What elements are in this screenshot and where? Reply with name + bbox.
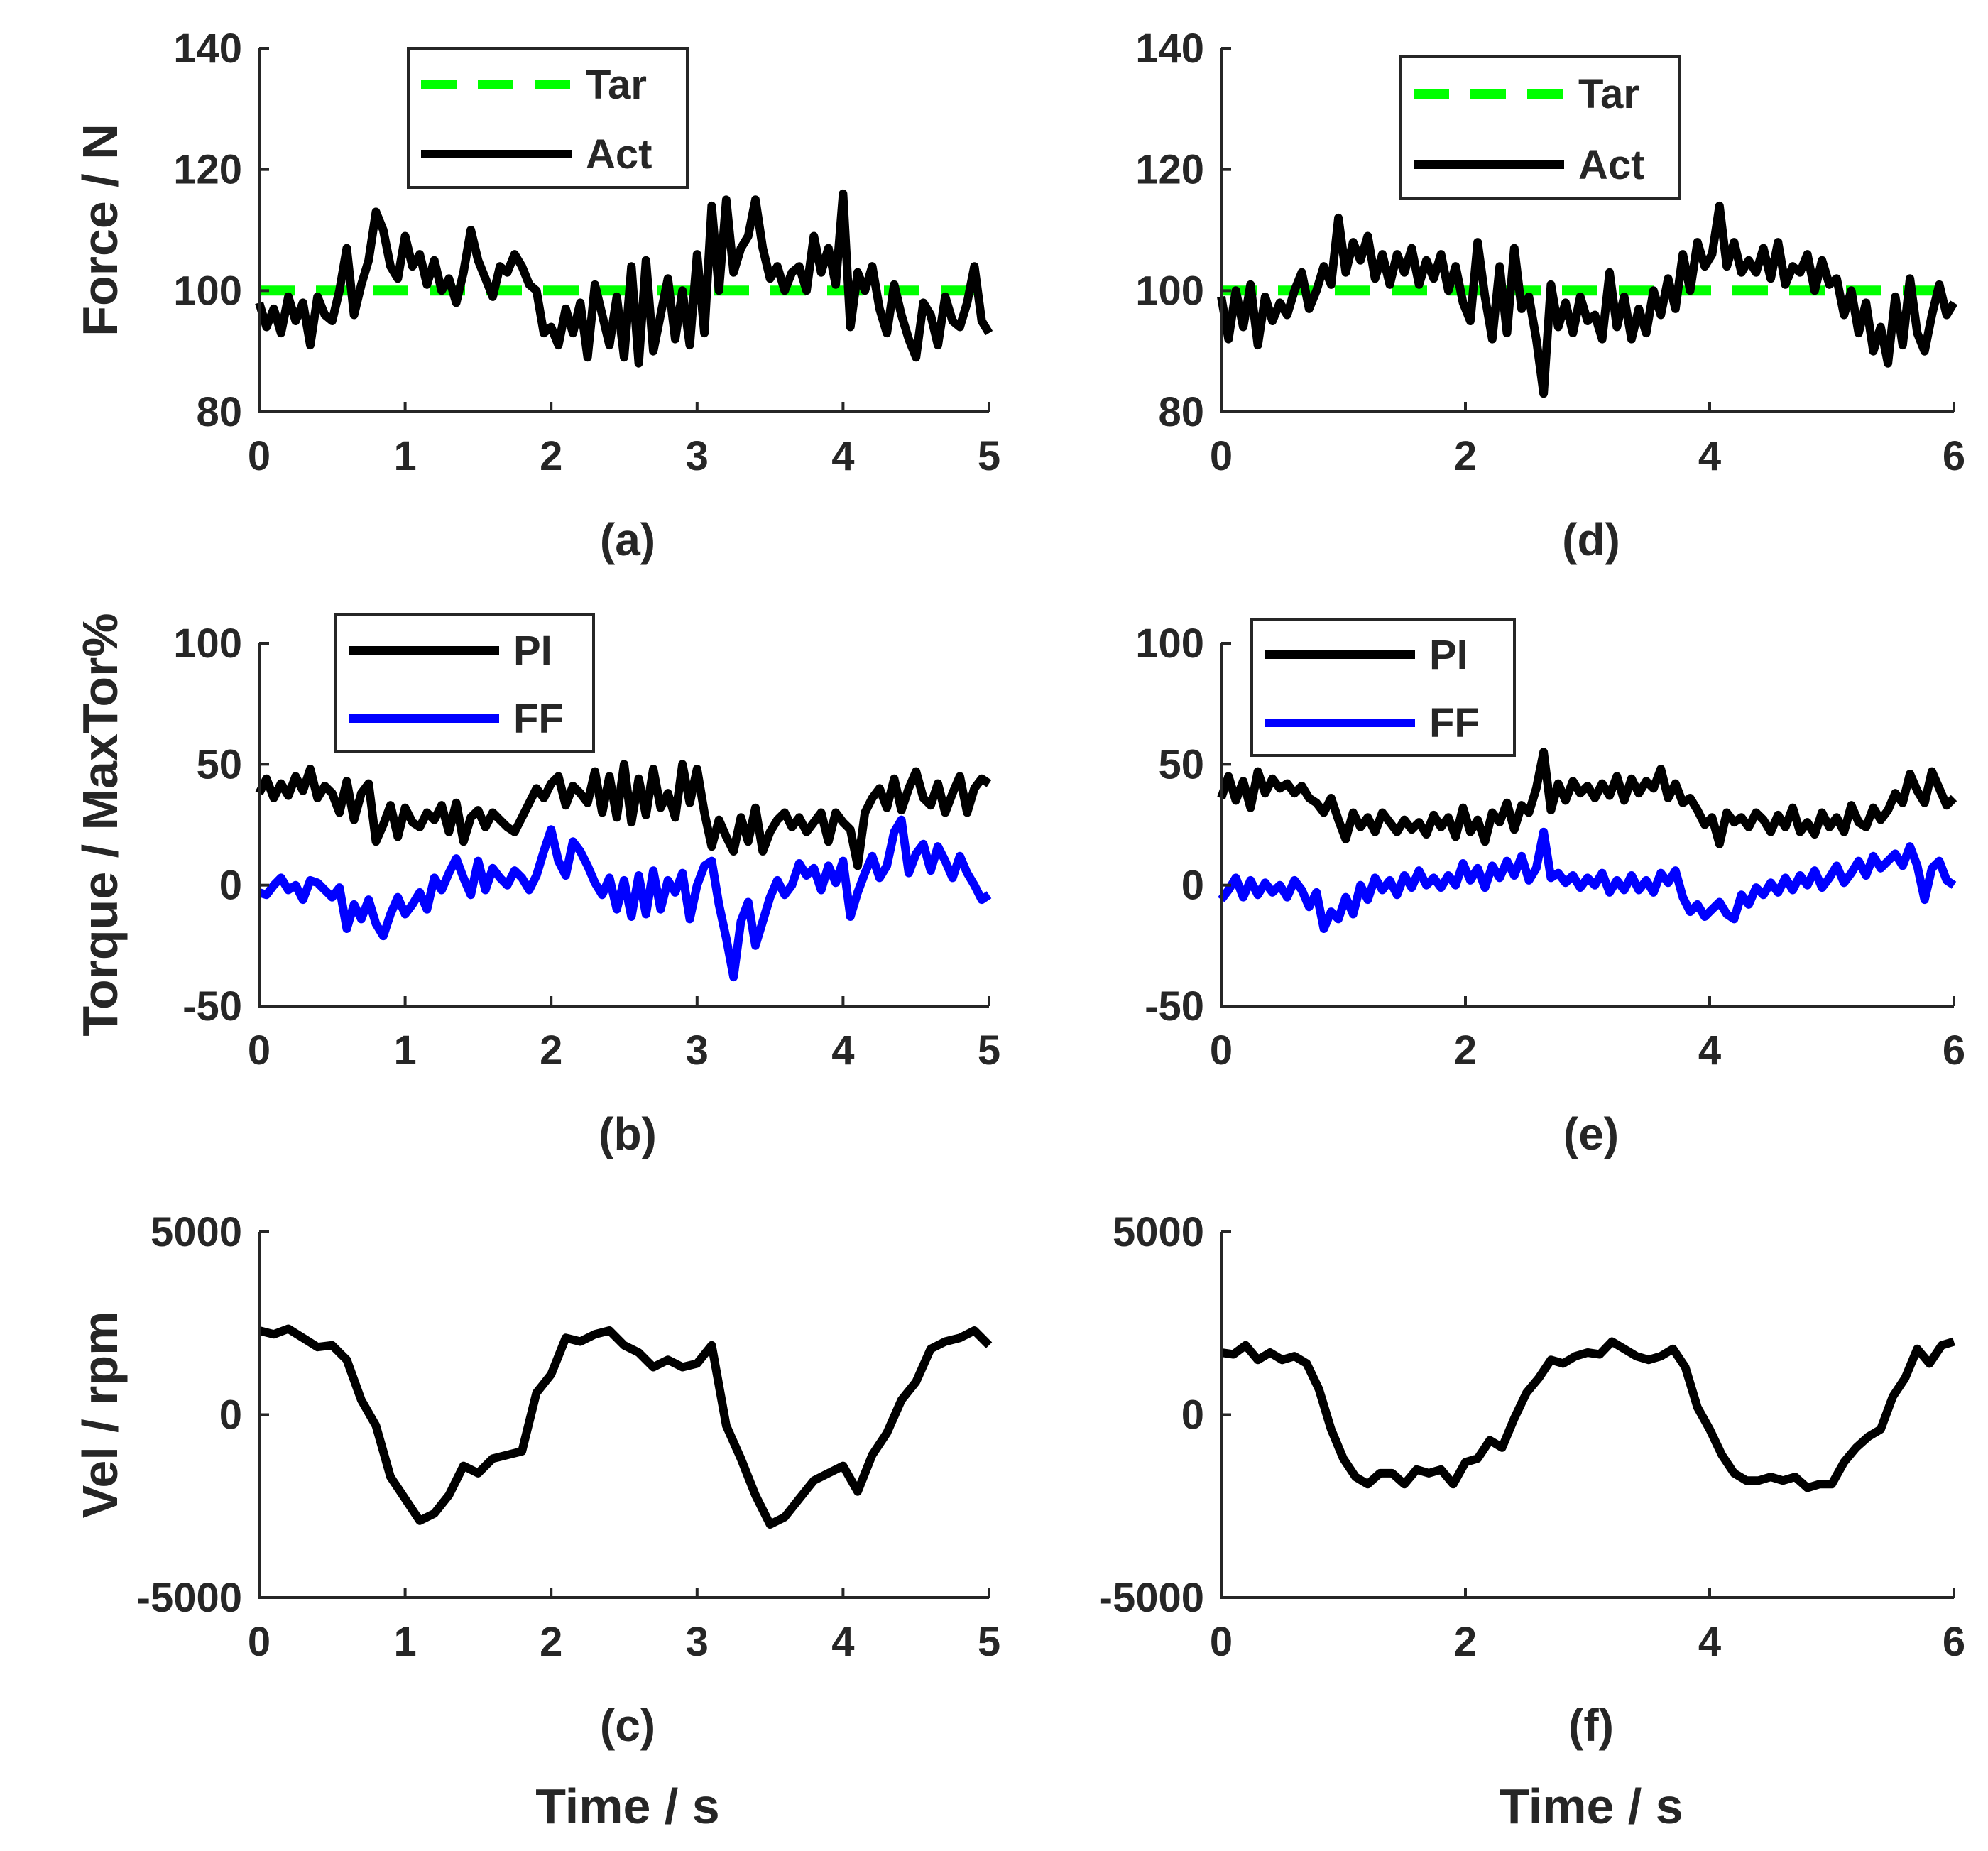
panel-caption: (e) bbox=[1563, 1108, 1619, 1159]
y-tick-label: 80 bbox=[196, 389, 242, 435]
legend-label-tar: Tar bbox=[586, 62, 647, 108]
x-tick-label: 2 bbox=[540, 1027, 562, 1074]
panel-caption: (d) bbox=[1562, 514, 1620, 565]
y-tick-label: -50 bbox=[1145, 983, 1204, 1030]
x-tick-label: 4 bbox=[831, 1619, 854, 1665]
y-tick-label: 50 bbox=[196, 741, 242, 787]
legend-box bbox=[407, 47, 689, 189]
x-tick-label: 4 bbox=[1698, 433, 1721, 479]
y-tick-label: 120 bbox=[173, 147, 242, 193]
y-axis-label: Torque / MaxTor% bbox=[72, 613, 128, 1036]
y-tick-label: 0 bbox=[219, 863, 242, 909]
legend-d: Tar Act bbox=[1399, 55, 1681, 200]
x-tick-label: 0 bbox=[1210, 1027, 1233, 1074]
x-tick-label: 3 bbox=[686, 1619, 709, 1665]
series-line-velocity-c bbox=[258, 1324, 993, 1529]
legend-a: Tar Act bbox=[407, 47, 689, 189]
x-tick-label: 2 bbox=[1454, 433, 1477, 479]
panel-caption: (b) bbox=[599, 1108, 657, 1159]
x-tick-label: 4 bbox=[1698, 1027, 1721, 1074]
x-axis-label: Time / s bbox=[1499, 1779, 1683, 1834]
x-tick-label: 2 bbox=[1454, 1619, 1477, 1665]
x-tick-label: 0 bbox=[248, 433, 271, 479]
y-tick-label: -5000 bbox=[1099, 1575, 1204, 1621]
legend-e: PI FF bbox=[1250, 618, 1516, 757]
y-tick-label: 0 bbox=[1181, 863, 1204, 909]
series-line-velocity-f bbox=[1220, 1337, 1955, 1492]
x-tick-label: 2 bbox=[540, 433, 562, 479]
panel-a: 80 100 120 140 0 1 2 3 4 5 (a) Force / N Tar Act bbox=[72, 26, 1000, 565]
legend-box bbox=[1250, 618, 1516, 757]
series-line-ff-e bbox=[1218, 827, 1957, 933]
x-tick-label: 2 bbox=[540, 1619, 562, 1665]
y-tick-label: 100 bbox=[1135, 621, 1204, 667]
x-tick-label: 1 bbox=[393, 1027, 416, 1074]
y-tick-label: 140 bbox=[173, 26, 242, 72]
legend-label-ff: FF bbox=[513, 696, 564, 742]
x-tick-label: 4 bbox=[831, 1027, 854, 1074]
y-tick-label: 120 bbox=[1135, 147, 1204, 193]
legend-box bbox=[334, 613, 595, 753]
x-tick-label: 0 bbox=[1210, 433, 1233, 479]
series-line-pi-b bbox=[255, 760, 992, 870]
x-tick-label: 0 bbox=[248, 1619, 271, 1665]
series-line-ff-b bbox=[258, 815, 992, 982]
series-line-pi-e bbox=[1217, 748, 1957, 848]
x-tick-label: 4 bbox=[831, 433, 854, 479]
y-tick-label: 100 bbox=[173, 621, 242, 667]
y-tick-label: 50 bbox=[1158, 741, 1204, 787]
y-tick-label: -50 bbox=[182, 983, 242, 1030]
legend-b: PI FF bbox=[334, 613, 595, 753]
x-tick-label: 1 bbox=[393, 1619, 416, 1665]
y-tick-label: 100 bbox=[1135, 268, 1204, 314]
x-tick-label: 5 bbox=[978, 1619, 1000, 1665]
y-axis-label: Force / N bbox=[72, 124, 128, 337]
legend-label-tar: Tar bbox=[1578, 71, 1639, 117]
x-tick-label: 2 bbox=[1454, 1027, 1477, 1074]
x-tick-label: 5 bbox=[978, 433, 1000, 479]
series-line-act-d bbox=[1217, 201, 1958, 398]
x-tick-label: 6 bbox=[1943, 1619, 1965, 1665]
legend-label-pi: PI bbox=[513, 628, 552, 674]
x-tick-label: 3 bbox=[686, 433, 709, 479]
panel-caption: (c) bbox=[600, 1700, 655, 1751]
x-tick-label: 0 bbox=[1210, 1619, 1233, 1665]
y-tick-label: 80 bbox=[1158, 389, 1204, 435]
y-tick-label: 5000 bbox=[1113, 1209, 1204, 1255]
legend-label-act: Act bbox=[1578, 142, 1644, 188]
x-tick-label: 3 bbox=[686, 1027, 709, 1074]
x-axis-label: Time / s bbox=[535, 1779, 719, 1834]
series-line-act-a bbox=[255, 189, 993, 368]
x-tick-label: 4 bbox=[1698, 1619, 1721, 1665]
y-tick-label: 5000 bbox=[151, 1209, 242, 1255]
y-tick-label: 100 bbox=[173, 268, 242, 314]
legend-label-act: Act bbox=[586, 131, 652, 178]
panel-caption: (f) bbox=[1568, 1700, 1614, 1751]
y-axis-label: Vel / rpm bbox=[72, 1311, 128, 1519]
y-tick-label: 140 bbox=[1135, 26, 1204, 72]
x-tick-label: 5 bbox=[978, 1027, 1000, 1074]
x-tick-label: 6 bbox=[1943, 1027, 1965, 1074]
legend-label-pi: PI bbox=[1429, 632, 1468, 678]
legend-box bbox=[1399, 55, 1681, 200]
y-tick-label: 0 bbox=[219, 1392, 242, 1438]
panel-caption: (a) bbox=[600, 514, 655, 565]
x-tick-label: 6 bbox=[1943, 433, 1965, 479]
y-tick-label: -5000 bbox=[137, 1575, 242, 1621]
legend-label-ff: FF bbox=[1429, 700, 1480, 746]
x-tick-label: 0 bbox=[248, 1027, 271, 1074]
panel-d: 80 100 120 140 0 2 4 6 (d) Tar Act bbox=[1135, 26, 1965, 565]
x-tick-label: 1 bbox=[393, 433, 416, 479]
y-tick-label: 0 bbox=[1181, 1392, 1204, 1438]
